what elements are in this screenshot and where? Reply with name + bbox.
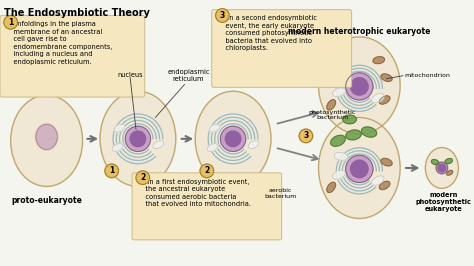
Text: 3: 3 — [220, 11, 225, 20]
Ellipse shape — [36, 124, 57, 149]
Ellipse shape — [431, 160, 439, 165]
Ellipse shape — [319, 37, 400, 134]
Circle shape — [200, 164, 214, 178]
Circle shape — [225, 131, 241, 147]
Circle shape — [136, 171, 150, 185]
Ellipse shape — [332, 88, 346, 97]
FancyBboxPatch shape — [132, 173, 282, 240]
Ellipse shape — [100, 91, 176, 186]
Ellipse shape — [372, 93, 384, 103]
Text: 3: 3 — [303, 131, 309, 140]
Circle shape — [220, 126, 246, 151]
Ellipse shape — [445, 159, 452, 164]
Ellipse shape — [11, 95, 82, 186]
Circle shape — [351, 78, 368, 95]
Text: 1: 1 — [8, 18, 13, 27]
Ellipse shape — [381, 158, 392, 166]
Ellipse shape — [209, 124, 220, 132]
Ellipse shape — [319, 118, 400, 218]
Ellipse shape — [112, 144, 123, 152]
Ellipse shape — [153, 141, 164, 149]
Ellipse shape — [381, 74, 392, 81]
FancyBboxPatch shape — [212, 10, 352, 87]
Text: modern heterotrophic eukaryote: modern heterotrophic eukaryote — [288, 27, 430, 36]
Ellipse shape — [334, 152, 347, 160]
Ellipse shape — [195, 91, 271, 186]
Ellipse shape — [379, 181, 390, 190]
Circle shape — [216, 9, 229, 22]
Ellipse shape — [346, 130, 361, 140]
Circle shape — [436, 162, 448, 174]
Ellipse shape — [334, 70, 347, 78]
Text: 2: 2 — [204, 166, 210, 175]
Text: nucleus: nucleus — [118, 72, 143, 78]
Circle shape — [105, 164, 118, 178]
Text: aerobic
bacterium: aerobic bacterium — [264, 188, 296, 199]
Text: photosynthetic
bacterium: photosynthetic bacterium — [309, 110, 356, 120]
Circle shape — [299, 129, 313, 143]
Ellipse shape — [379, 96, 390, 104]
Ellipse shape — [331, 135, 345, 146]
Circle shape — [438, 164, 446, 172]
Ellipse shape — [332, 171, 346, 179]
Text: 2  In a first endosymbiotic event,
   the ancestral eukaryote
   consumed aerobi: 2 In a first endosymbiotic event, the an… — [139, 179, 251, 207]
Ellipse shape — [372, 176, 384, 185]
Ellipse shape — [327, 100, 336, 110]
Text: 3  In a second endosymbiotic
   event, the early eukaryote
   consumed photosynt: 3 In a second endosymbiotic event, the e… — [219, 15, 316, 52]
Text: endoplasmic
reticulum: endoplasmic reticulum — [167, 69, 210, 82]
Ellipse shape — [362, 127, 377, 137]
Text: mitochondrion: mitochondrion — [404, 73, 450, 78]
Text: modern
photosynthetic
eukaryote: modern photosynthetic eukaryote — [416, 192, 472, 212]
Circle shape — [346, 155, 373, 182]
Text: 1  Infoldings in the plasma
   membrane of an ancestral
   cell gave rise to
   : 1 Infoldings in the plasma membrane of a… — [7, 21, 112, 65]
Ellipse shape — [207, 144, 218, 152]
Circle shape — [346, 73, 373, 100]
Circle shape — [4, 15, 18, 29]
Ellipse shape — [373, 57, 384, 64]
Text: proto-eukaryote: proto-eukaryote — [11, 196, 82, 205]
Ellipse shape — [425, 148, 458, 188]
Ellipse shape — [247, 179, 262, 200]
FancyBboxPatch shape — [0, 15, 145, 97]
Ellipse shape — [35, 123, 58, 151]
Ellipse shape — [343, 115, 356, 124]
Text: The Endosymbiotic Theory: The Endosymbiotic Theory — [4, 8, 150, 18]
Circle shape — [125, 126, 151, 151]
Ellipse shape — [447, 171, 453, 175]
Circle shape — [130, 131, 146, 147]
Text: 2: 2 — [140, 173, 146, 182]
Ellipse shape — [327, 182, 336, 193]
Ellipse shape — [248, 141, 259, 149]
Ellipse shape — [114, 124, 125, 132]
Circle shape — [351, 160, 368, 178]
Text: 1: 1 — [109, 166, 114, 175]
